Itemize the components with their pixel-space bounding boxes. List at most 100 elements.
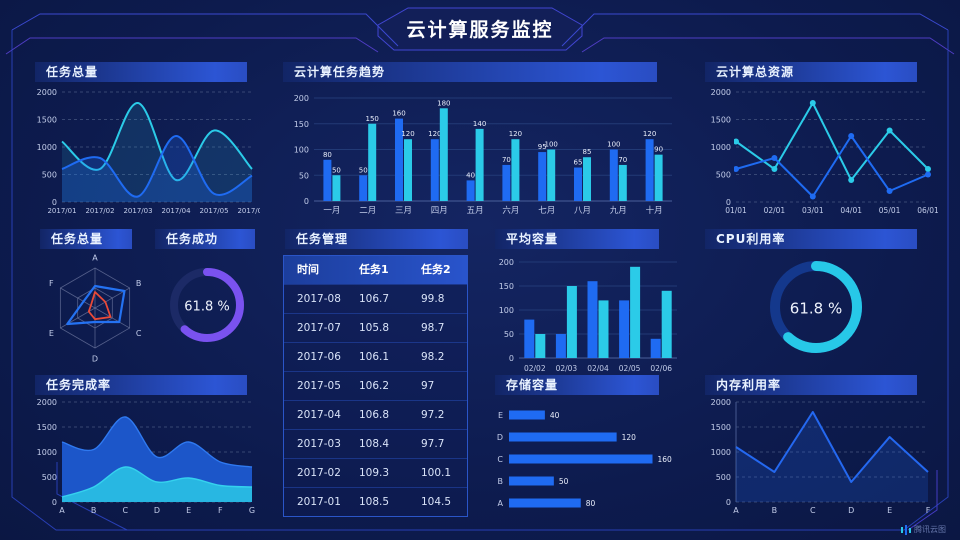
chart-task-completion-area: 0 500 1000 1500 2000 A B C D E F G [32, 396, 260, 520]
table-row: 2017-02 109.3 100.1 [284, 458, 467, 487]
svg-text:F: F [218, 506, 223, 515]
svg-text:100: 100 [499, 306, 514, 315]
svg-text:D: D [848, 506, 854, 515]
svg-text:1500: 1500 [711, 423, 731, 432]
svg-text:2000: 2000 [37, 398, 57, 407]
svg-text:1500: 1500 [711, 116, 731, 125]
svg-text:500: 500 [716, 473, 731, 482]
chart-total-resources-line: 0 500 1000 1500 2000 01/01 02/01 03/01 04/01 05/0… [702, 84, 939, 220]
table-cell: 106.1 [359, 351, 390, 363]
svg-text:200: 200 [294, 94, 309, 103]
svg-text:90: 90 [654, 146, 663, 154]
table-row: 2017-01 108.5 104.5 [284, 487, 467, 516]
svg-text:50: 50 [504, 330, 514, 339]
svg-text:B: B [136, 279, 142, 288]
svg-text:02/01: 02/01 [764, 206, 786, 215]
svg-text:01/01: 01/01 [725, 206, 747, 215]
chart-task-trend-bars: 0 50 100 150 200 一月 二月 三月 四月 五月 六月 七月 八月 九月 十月 80 50 160 1… [286, 84, 678, 220]
svg-text:100: 100 [545, 141, 558, 149]
chart-memory-line: 0 500 1000 1500 2000 A B C D E F [702, 396, 938, 520]
svg-text:70: 70 [618, 156, 627, 164]
svg-text:03/01: 03/01 [802, 206, 824, 215]
svg-text:02/03: 02/03 [556, 364, 578, 373]
svg-text:B: B [91, 506, 97, 515]
table-cell: 106.2 [359, 380, 390, 392]
svg-text:E: E [186, 506, 191, 515]
svg-text:05/01: 05/01 [879, 206, 901, 215]
panel-title-task-trend: 云计算任务趋势 [283, 62, 657, 82]
table-cell: 98.2 [421, 351, 445, 363]
table-cell: 2017-08 [297, 293, 341, 305]
svg-text:150: 150 [499, 282, 514, 291]
svg-text:500: 500 [716, 171, 731, 180]
svg-text:F: F [49, 279, 54, 288]
chart-tasks-total-line: 0 500 1000 1500 2000 2017/01 2017/02 2017/03 201… [32, 84, 267, 220]
table-cell: 106.8 [359, 409, 390, 421]
svg-text:200: 200 [499, 258, 514, 267]
svg-text:160: 160 [658, 455, 673, 464]
table-header-cell: 任务1 [359, 263, 389, 276]
svg-text:120: 120 [428, 130, 441, 138]
svg-text:61.8 %: 61.8 % [184, 300, 229, 315]
table-row: 2017-03 108.4 97.7 [284, 429, 467, 458]
svg-text:F: F [926, 506, 931, 515]
table-cell: 97.2 [421, 409, 445, 421]
svg-text:E: E [498, 411, 503, 420]
svg-text:120: 120 [401, 130, 414, 138]
table-header-row: 时间 任务1 任务2 [284, 256, 467, 284]
svg-text:85: 85 [583, 148, 592, 156]
svg-text:C: C [123, 506, 129, 515]
svg-text:95: 95 [538, 143, 547, 151]
svg-text:六月: 六月 [502, 205, 519, 216]
svg-text:140: 140 [473, 120, 486, 128]
svg-text:C: C [136, 329, 142, 338]
table-cell: 106.7 [359, 293, 390, 305]
svg-text:1500: 1500 [37, 423, 57, 432]
svg-text:70: 70 [502, 156, 511, 164]
svg-text:50: 50 [299, 171, 309, 180]
table-header-cell: 时间 [297, 263, 319, 276]
svg-text:A: A [733, 506, 739, 515]
svg-text:500: 500 [42, 171, 57, 180]
table-cell: 109.3 [359, 467, 390, 479]
table-cell: 2017-03 [297, 438, 341, 450]
svg-text:0: 0 [726, 498, 731, 507]
table-cell: 105.8 [359, 322, 390, 334]
svg-text:1500: 1500 [37, 116, 57, 125]
panel-title-task-success: 任务成功 [155, 229, 255, 249]
table-cell: 2017-02 [297, 467, 341, 479]
svg-text:2017/04: 2017/04 [161, 207, 191, 215]
chart-tasks-radar: A B C D E F [32, 250, 168, 376]
svg-text:40: 40 [550, 411, 560, 420]
watermark: 腾讯云图 [901, 524, 946, 535]
watermark-label: 腾讯云图 [914, 525, 946, 534]
svg-text:2000: 2000 [37, 88, 57, 97]
task-table: 时间 任务1 任务2 2017-08 106.7 99.8 2017-07 105.8 98.7… [283, 255, 468, 517]
table-cell: 2017-06 [297, 351, 341, 363]
chart-cpu-donut: 61.8 % [702, 248, 938, 374]
table-cell: 108.5 [359, 496, 390, 508]
svg-text:50: 50 [332, 166, 341, 174]
svg-text:2000: 2000 [711, 88, 731, 97]
svg-text:二月: 二月 [359, 206, 376, 216]
svg-text:150: 150 [294, 120, 309, 129]
svg-text:2017/01: 2017/01 [47, 207, 76, 215]
svg-text:2017/05: 2017/05 [199, 207, 228, 215]
svg-text:五月: 五月 [467, 206, 484, 216]
panel-title-storage: 存储容量 [495, 375, 659, 395]
table-cell: 2017-05 [297, 380, 341, 392]
svg-text:B: B [498, 477, 504, 486]
svg-text:三月: 三月 [395, 206, 412, 216]
svg-text:160: 160 [392, 110, 405, 118]
svg-text:04/01: 04/01 [840, 206, 862, 215]
brand-icon [901, 524, 911, 535]
panel-title-tasks-radar: 任务总量 [40, 229, 132, 249]
svg-text:0: 0 [304, 197, 309, 206]
table-cell: 2017-01 [297, 496, 341, 508]
svg-text:02/05: 02/05 [619, 364, 641, 373]
svg-text:九月: 九月 [610, 206, 627, 216]
svg-text:1000: 1000 [711, 143, 731, 152]
table-cell: 108.4 [359, 438, 390, 450]
